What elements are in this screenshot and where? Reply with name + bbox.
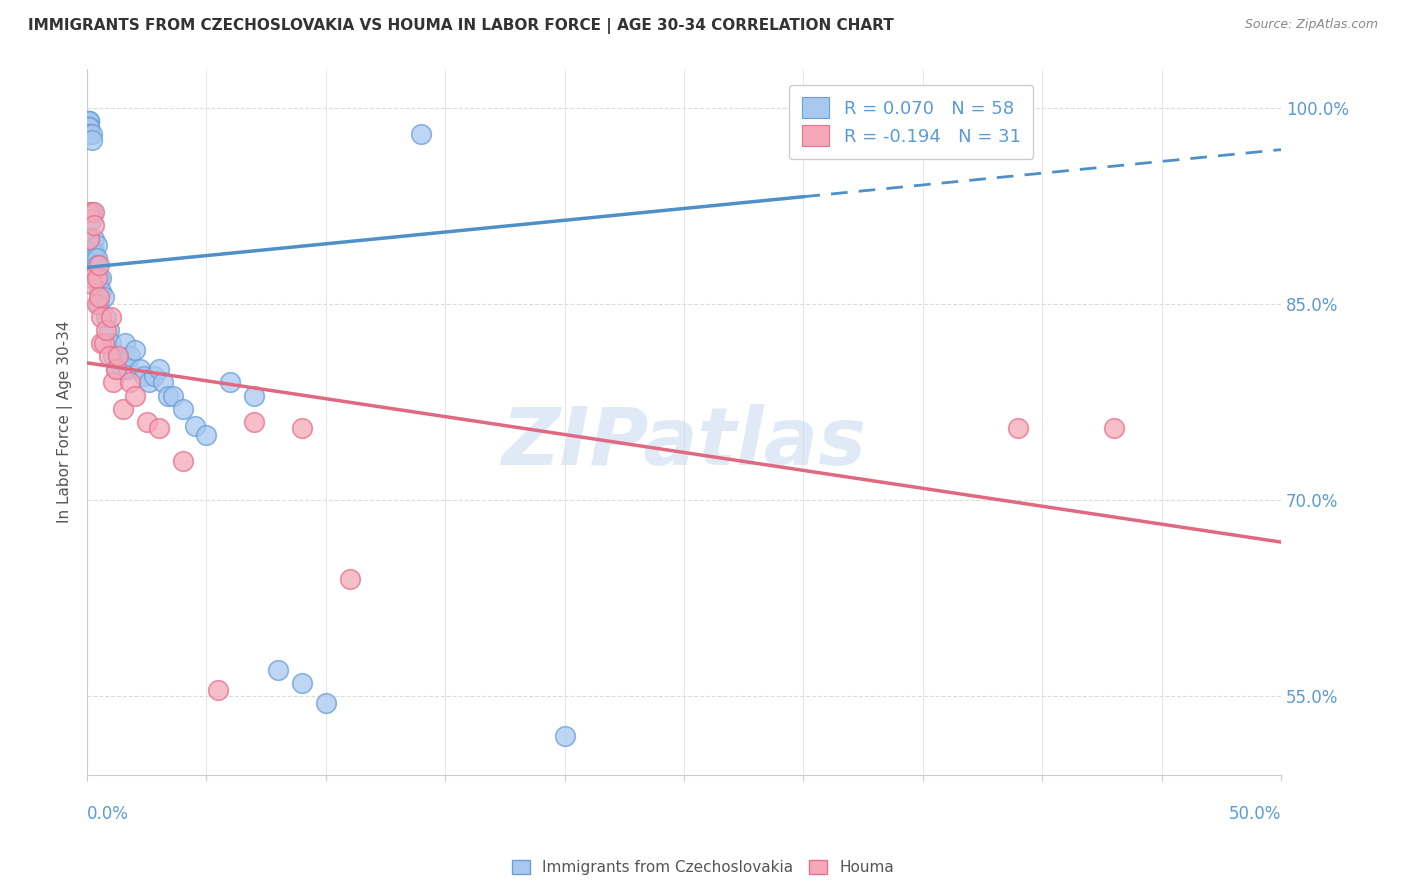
- Text: ZIPatlas: ZIPatlas: [502, 404, 866, 482]
- Point: [79, 113, 101, 128]
- Point: [97, 349, 120, 363]
- Point: [80, 244, 103, 259]
- Point: [104, 362, 127, 376]
- Text: Source: ZipAtlas.com: Source: ZipAtlas.com: [1244, 18, 1378, 31]
- Point: [86, 270, 108, 285]
- Point: [80, 127, 103, 141]
- Text: 50.0%: 50.0%: [1229, 805, 1281, 823]
- Point: [79, 231, 101, 245]
- Point: [104, 362, 127, 376]
- Point: [128, 362, 150, 376]
- Point: [83, 247, 105, 261]
- Point: [135, 415, 157, 429]
- Point: [86, 258, 108, 272]
- Point: [80, 205, 103, 219]
- Point: [87, 258, 110, 272]
- Point: [117, 362, 139, 376]
- Point: [100, 310, 122, 324]
- Point: [291, 421, 314, 435]
- Point: [114, 336, 136, 351]
- Point: [90, 284, 112, 298]
- Point: [134, 368, 156, 383]
- Point: [172, 454, 194, 468]
- Point: [103, 376, 125, 390]
- Point: [86, 238, 108, 252]
- Point: [79, 120, 101, 135]
- Point: [79, 120, 101, 135]
- Point: [100, 336, 122, 351]
- Point: [86, 297, 108, 311]
- Point: [90, 336, 112, 351]
- Point: [90, 310, 112, 324]
- Point: [83, 244, 105, 259]
- Point: [148, 421, 170, 435]
- Point: [792, 113, 814, 128]
- Point: [80, 277, 103, 292]
- Point: [83, 231, 105, 245]
- Point: [219, 376, 242, 390]
- Point: [267, 663, 290, 677]
- Point: [79, 205, 101, 219]
- Point: [183, 418, 205, 433]
- Text: 0.0%: 0.0%: [87, 805, 129, 823]
- Point: [80, 270, 103, 285]
- Point: [339, 572, 361, 586]
- Text: IMMIGRANTS FROM CZECHOSLOVAKIA VS HOUMA IN LABOR FORCE | AGE 30-34 CORRELATION C: IMMIGRANTS FROM CZECHOSLOVAKIA VS HOUMA …: [28, 18, 894, 34]
- Point: [142, 368, 165, 383]
- Legend: Immigrants from Czechoslovakia, Houma: Immigrants from Czechoslovakia, Houma: [505, 852, 901, 882]
- Point: [87, 297, 110, 311]
- Point: [87, 284, 110, 298]
- Point: [80, 238, 103, 252]
- Point: [162, 388, 184, 402]
- Point: [315, 696, 337, 710]
- Point: [80, 133, 103, 147]
- Point: [111, 401, 134, 416]
- Point: [107, 349, 129, 363]
- Point: [124, 388, 146, 402]
- Point: [124, 343, 146, 357]
- Point: [1102, 421, 1125, 435]
- Point: [83, 251, 105, 265]
- Point: [118, 349, 141, 363]
- Point: [96, 323, 118, 337]
- Point: [172, 401, 194, 416]
- Point: [152, 376, 174, 390]
- Point: [111, 362, 134, 376]
- Point: [90, 270, 112, 285]
- Point: [79, 113, 101, 128]
- Point: [79, 127, 101, 141]
- Point: [80, 211, 103, 226]
- Point: [291, 676, 314, 690]
- Point: [79, 113, 101, 128]
- Point: [79, 127, 101, 141]
- Legend: R = 0.070   N = 58, R = -0.194   N = 31: R = 0.070 N = 58, R = -0.194 N = 31: [789, 85, 1033, 159]
- Point: [87, 270, 110, 285]
- Point: [118, 376, 141, 390]
- Point: [97, 323, 120, 337]
- Point: [93, 290, 115, 304]
- Point: [93, 336, 115, 351]
- Point: [195, 427, 218, 442]
- Point: [83, 219, 105, 233]
- Point: [103, 349, 125, 363]
- Point: [207, 682, 229, 697]
- Point: [107, 349, 129, 363]
- Point: [138, 376, 160, 390]
- Point: [157, 388, 180, 402]
- Point: [96, 310, 118, 324]
- Y-axis label: In Labor Force | Age 30-34: In Labor Force | Age 30-34: [58, 320, 73, 523]
- Point: [243, 388, 266, 402]
- Point: [148, 362, 170, 376]
- Point: [83, 205, 105, 219]
- Point: [87, 290, 110, 304]
- Point: [86, 251, 108, 265]
- Point: [411, 127, 433, 141]
- Point: [554, 729, 576, 743]
- Point: [79, 120, 101, 135]
- Point: [1007, 421, 1029, 435]
- Point: [243, 415, 266, 429]
- Point: [83, 255, 105, 269]
